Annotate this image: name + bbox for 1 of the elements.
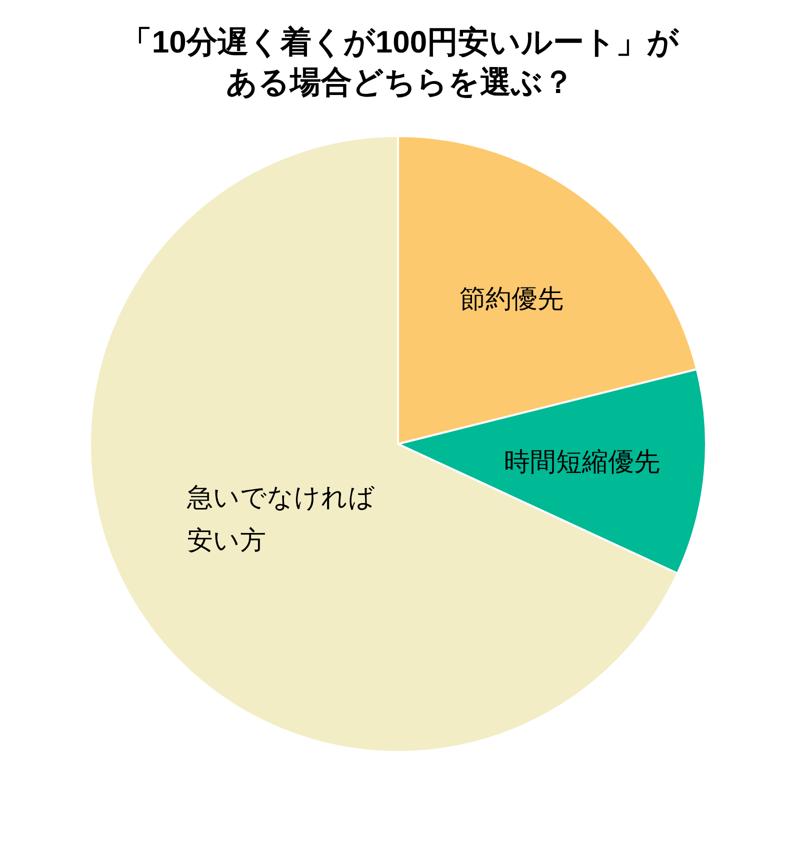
title: 「10分遅く着くが100円安いルート」がある場合どちらを選ぶ？ bbox=[120, 24, 680, 100]
